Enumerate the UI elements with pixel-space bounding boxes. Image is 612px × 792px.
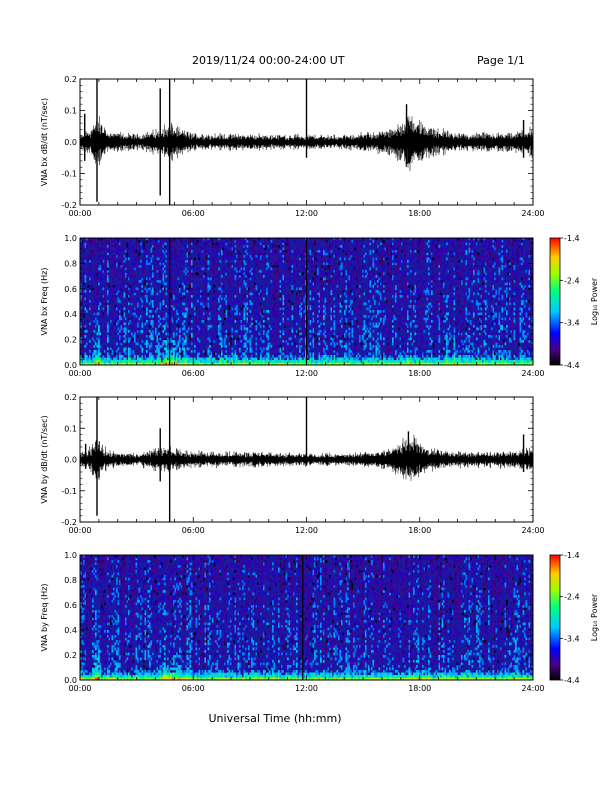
spectrogram-panel-1: 00:00 06:00 12:00 18:00 24:00 0.0 0.2 0.4 0.6 0.8… bbox=[40, 234, 599, 378]
x-tick-label: 06:00 bbox=[182, 684, 205, 693]
x-tick-label: 18:00 bbox=[408, 526, 431, 535]
y-tick-label: 1.0 bbox=[64, 234, 77, 243]
figure-title: 2019/11/24 00:00-24:00 UT bbox=[192, 54, 345, 67]
page-indicator: Page 1/1 bbox=[477, 54, 525, 67]
colorbar-label: Log₁₀ Power bbox=[590, 593, 599, 641]
x-tick-label: 12:00 bbox=[295, 369, 318, 378]
x-tick-label: 00:00 bbox=[68, 369, 91, 378]
y-tick-label: 1.0 bbox=[64, 551, 77, 560]
y-tick-label: 0.6 bbox=[64, 285, 77, 294]
spectrogram-panel-3: 00:00 06:00 12:00 18:00 24:00 0.0 0.2 0.4 0.6 0.8… bbox=[40, 551, 599, 725]
colorbar-tick-label: -4.4 bbox=[564, 676, 580, 685]
y-axis-label: VNA bx Freq (Hz) bbox=[40, 268, 49, 336]
x-axis-label: Universal Time (hh:mm) bbox=[209, 712, 342, 725]
x-tick-label: 18:00 bbox=[408, 684, 431, 693]
waveform-trace bbox=[80, 434, 533, 481]
y-tick-label: -0.1 bbox=[61, 487, 77, 496]
colorbar-tick-label: -3.4 bbox=[564, 319, 580, 328]
x-tick-label: 12:00 bbox=[295, 209, 318, 218]
waveform-trace bbox=[80, 115, 533, 172]
y-tick-label: -0.2 bbox=[61, 201, 77, 210]
y-tick-label: 0.8 bbox=[64, 576, 77, 585]
colorbar-tick-label: -3.4 bbox=[564, 634, 580, 643]
colorbar-label: Log₁₀ Power bbox=[590, 277, 599, 325]
colorbar bbox=[549, 554, 561, 681]
x-tick-label: 00:00 bbox=[68, 209, 91, 218]
colorbar-tick-label: -2.4 bbox=[564, 276, 580, 285]
colorbar-tick-label: -1.4 bbox=[564, 234, 580, 243]
spectrogram-cells bbox=[80, 238, 533, 365]
y-tick-label: 0.2 bbox=[64, 336, 77, 345]
x-tick-label: 18:00 bbox=[408, 209, 431, 218]
x-tick-label: 18:00 bbox=[408, 369, 431, 378]
y-tick-label: 0.0 bbox=[64, 361, 77, 370]
y-tick-label: 0.0 bbox=[64, 676, 77, 685]
y-axis-label: VNA bx dB/dt (nT/sec) bbox=[40, 98, 49, 186]
colorbar-tick-label: -4.4 bbox=[564, 361, 580, 370]
x-tick-label: 12:00 bbox=[295, 526, 318, 535]
colorbar-tick-label: -2.4 bbox=[564, 593, 580, 602]
waveform-panel-0: 00:00 06:00 12:00 18:00 24:00 -0.2 -0.1 0.0 0.1 0… bbox=[40, 75, 545, 218]
y-tick-label: 0.1 bbox=[64, 424, 77, 433]
colorbar bbox=[549, 237, 561, 366]
x-tick-label: 00:00 bbox=[68, 684, 91, 693]
x-tick-label: 24:00 bbox=[521, 684, 544, 693]
x-tick-label: 24:00 bbox=[521, 526, 544, 535]
x-tick-label: 12:00 bbox=[295, 684, 318, 693]
x-tick-label: 06:00 bbox=[182, 369, 205, 378]
x-tick-label: 24:00 bbox=[521, 209, 544, 218]
y-tick-label: 0.4 bbox=[64, 310, 77, 319]
y-tick-label: 0.8 bbox=[64, 259, 77, 268]
y-tick-label: -0.1 bbox=[61, 170, 77, 179]
y-tick-label: 0.6 bbox=[64, 601, 77, 610]
x-tick-label: 24:00 bbox=[521, 369, 544, 378]
colorbar-tick-label: -1.4 bbox=[564, 551, 580, 560]
y-tick-label: 0.1 bbox=[64, 107, 77, 116]
y-axis-label: VNA by dB/dt (nT/sec) bbox=[40, 415, 49, 503]
x-tick-label: 06:00 bbox=[182, 526, 205, 535]
waveform-panel-2: 00:00 06:00 12:00 18:00 24:00 -0.2 -0.1 0.0 0.1 0… bbox=[40, 393, 545, 535]
y-tick-label: 0.0 bbox=[64, 456, 77, 465]
y-tick-label: -0.2 bbox=[61, 518, 77, 527]
y-axis-label: VNA by Freq (Hz) bbox=[40, 584, 49, 652]
y-tick-label: 0.2 bbox=[64, 651, 77, 660]
y-tick-label: 0.2 bbox=[64, 393, 77, 402]
x-tick-label: 00:00 bbox=[68, 526, 91, 535]
spectrogram-cells bbox=[80, 555, 533, 680]
x-tick-label: 06:00 bbox=[182, 209, 205, 218]
y-tick-label: 0.0 bbox=[64, 138, 77, 147]
y-tick-label: 0.2 bbox=[64, 75, 77, 84]
y-tick-label: 0.4 bbox=[64, 626, 77, 635]
